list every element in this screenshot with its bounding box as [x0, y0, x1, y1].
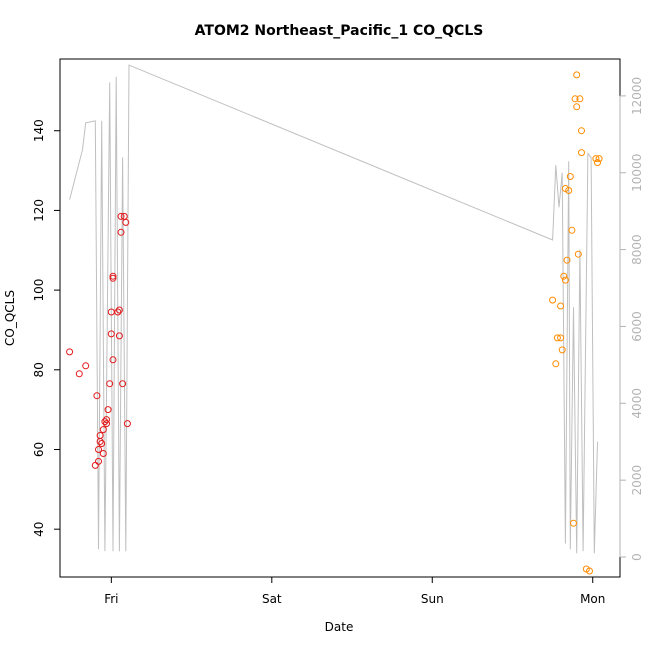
- x-tick-label: Mon: [580, 592, 605, 606]
- y2-tick-label: 2000: [630, 465, 644, 496]
- y-axis: 40 60 80 100 120 140: [32, 119, 61, 537]
- point-series-1: [109, 356, 117, 364]
- point-series-2: [578, 127, 585, 135]
- point-series-2: [573, 103, 581, 111]
- point-series-1: [119, 380, 127, 388]
- data-points: [66, 71, 603, 575]
- point-series-1: [95, 457, 102, 465]
- y-tick-label: 140: [32, 119, 46, 142]
- point-series-2: [563, 256, 571, 264]
- y2-tick-label: 10000: [630, 154, 644, 192]
- point-series-1: [115, 332, 123, 340]
- point-series-1: [66, 348, 74, 356]
- y2-axis: 0 2000 4000 6000 8000 10000 12000: [619, 77, 644, 561]
- point-series-1: [101, 418, 109, 426]
- y2-tick-label: 4000: [630, 388, 644, 419]
- point-series-1: [117, 228, 125, 236]
- x-tick-label: Sat: [262, 592, 282, 606]
- point-series-2: [568, 226, 576, 234]
- point-series-1: [103, 420, 110, 428]
- point-series-1: [98, 440, 106, 447]
- y2-tick-label: 6000: [630, 311, 644, 342]
- point-series-2: [565, 187, 573, 194]
- point-series-2: [549, 296, 557, 304]
- y-axis-label: CO_QCLS: [3, 290, 17, 346]
- x-axis: Fri Sat Sun Mon: [104, 576, 605, 606]
- point-series-1: [114, 308, 122, 316]
- altitude-series: [69, 64, 598, 554]
- point-series-2: [574, 250, 582, 258]
- point-series-2: [552, 360, 560, 368]
- y-tick-label: 100: [32, 279, 46, 302]
- y-tick-label: 80: [32, 362, 46, 377]
- point-series-2: [573, 71, 581, 79]
- y2-tick-label: 0: [630, 553, 644, 561]
- point-series-2: [553, 334, 561, 342]
- point-series-2: [576, 95, 584, 103]
- point-series-2: [566, 173, 574, 180]
- point-series-2: [594, 159, 601, 167]
- point-series-2: [595, 155, 603, 163]
- point-series-2: [558, 346, 566, 354]
- point-series-1: [115, 306, 123, 314]
- point-series-1: [99, 426, 107, 434]
- y-tick-label: 40: [32, 522, 46, 537]
- x-tick-label: Fri: [104, 592, 118, 606]
- point-series-1: [96, 432, 104, 439]
- point-series-2: [570, 519, 577, 527]
- point-series-1: [117, 212, 125, 220]
- chart-title: ATOM2 Northeast_Pacific_1 CO_QCLS: [195, 23, 484, 39]
- point-series-2: [561, 276, 569, 284]
- point-series-2: [557, 302, 565, 310]
- y-tick-label: 120: [32, 199, 46, 222]
- point-series-2: [557, 334, 565, 342]
- point-series-1: [123, 420, 131, 428]
- point-series-1: [93, 392, 101, 400]
- point-series-1: [75, 370, 83, 378]
- x-axis-label: Date: [325, 620, 354, 634]
- point-series-1: [99, 450, 107, 457]
- point-series-1: [95, 446, 102, 453]
- point-series-2: [586, 567, 593, 575]
- point-series-1: [106, 380, 114, 388]
- altitude-line: [69, 64, 598, 554]
- y-tick-label: 60: [32, 442, 46, 457]
- point-series-1: [82, 362, 90, 370]
- y2-tick-label: 12000: [630, 77, 644, 115]
- point-series-1: [109, 274, 117, 282]
- point-series-1: [122, 218, 130, 226]
- point-series-2: [592, 155, 600, 163]
- point-series-2: [571, 95, 579, 103]
- point-series-2: [578, 149, 585, 157]
- point-series-2: [560, 272, 568, 280]
- x-tick-label: Sun: [421, 592, 444, 606]
- point-series-1: [103, 416, 110, 424]
- plot-area-frame: [59, 58, 621, 578]
- y2-tick-label: 8000: [630, 234, 644, 265]
- point-series-1: [109, 272, 117, 280]
- point-series-1: [107, 330, 115, 338]
- point-series-1: [104, 406, 112, 414]
